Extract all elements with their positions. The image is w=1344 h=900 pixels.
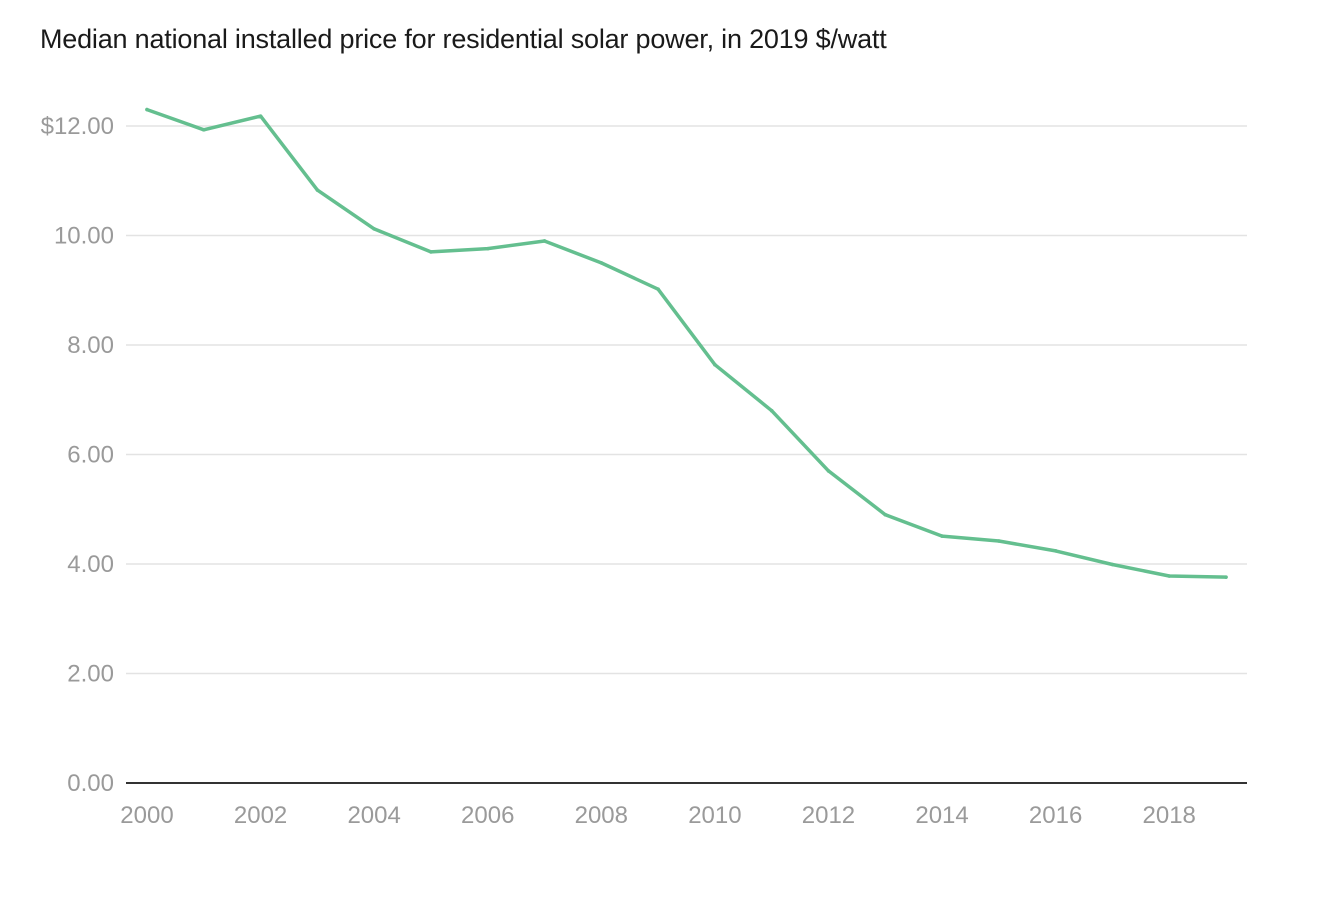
data-point <box>258 114 263 118</box>
x-tick-label: 2012 <box>802 802 855 829</box>
x-tick-label: 2008 <box>575 802 628 829</box>
data-point <box>940 534 944 538</box>
x-tick-label: 2014 <box>915 802 968 829</box>
data-point <box>372 227 376 231</box>
x-tick-label: 2004 <box>347 802 400 829</box>
y-tick-label: 2.00 <box>67 661 114 688</box>
x-axis-ticks: 2000 2002 2004 2006 2008 2010 2012 2014 2016 2018 <box>120 802 1196 829</box>
y-tick-label: 6.00 <box>67 442 114 469</box>
data-point <box>315 188 320 192</box>
data-point <box>485 246 490 251</box>
data-point <box>599 261 604 265</box>
y-tick-label: $12.00 <box>41 113 114 140</box>
data-point <box>145 107 149 112</box>
y-tick-label: 10.00 <box>54 223 114 250</box>
data-point <box>997 539 1001 543</box>
data-point <box>542 239 547 243</box>
y-tick-label: 8.00 <box>67 332 114 359</box>
data-point <box>201 128 206 132</box>
data-point <box>826 469 831 473</box>
y-tick-label: 4.00 <box>67 551 114 578</box>
series <box>145 107 1228 579</box>
x-tick-label: 2016 <box>1029 802 1082 829</box>
data-point <box>769 408 774 413</box>
y-tick-label: 0.00 <box>67 770 114 797</box>
chart-title: Median national installed price for resi… <box>40 24 887 54</box>
data-point <box>1167 574 1172 578</box>
series-line <box>145 107 1228 579</box>
x-tick-label: 2006 <box>461 802 514 829</box>
data-point <box>429 250 433 254</box>
data-point <box>883 512 888 517</box>
data-point <box>1053 549 1058 553</box>
y-axis-ticks: 0.00 2.00 4.00 6.00 8.00 10.00 $12.00 <box>41 113 114 797</box>
data-point <box>1224 575 1228 579</box>
x-tick-label: 2000 <box>120 802 173 829</box>
gridlines <box>126 125 1247 675</box>
data-point <box>656 287 660 291</box>
data-point <box>713 362 717 367</box>
x-tick-label: 2002 <box>234 802 287 829</box>
x-tick-label: 2010 <box>688 802 741 829</box>
x-tick-label: 2018 <box>1143 802 1196 829</box>
data-point <box>1110 562 1115 567</box>
